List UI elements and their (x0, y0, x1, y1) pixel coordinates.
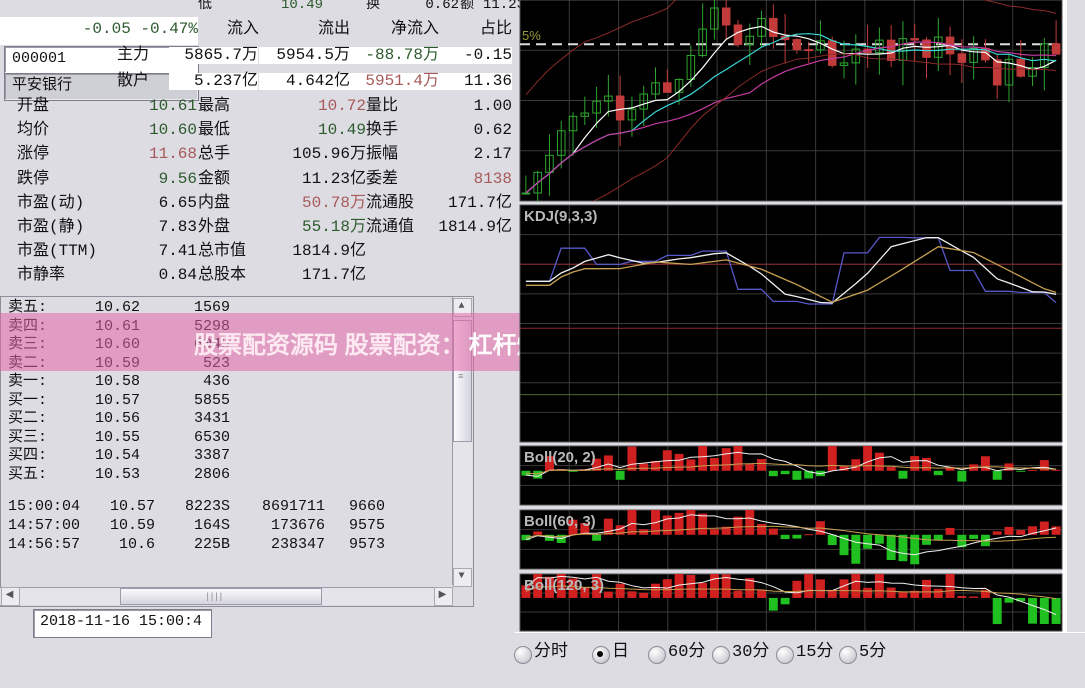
svg-text:5%: 5% (522, 28, 541, 43)
svg-text:KDJ(9,3,3): KDJ(9,3,3) (524, 208, 597, 225)
svg-text:Boll(120, 3): Boll(120, 3) (524, 577, 604, 594)
svg-text:Boll(60, 3): Boll(60, 3) (524, 513, 596, 530)
svg-text:Boll(20, 2): Boll(20, 2) (524, 449, 596, 466)
